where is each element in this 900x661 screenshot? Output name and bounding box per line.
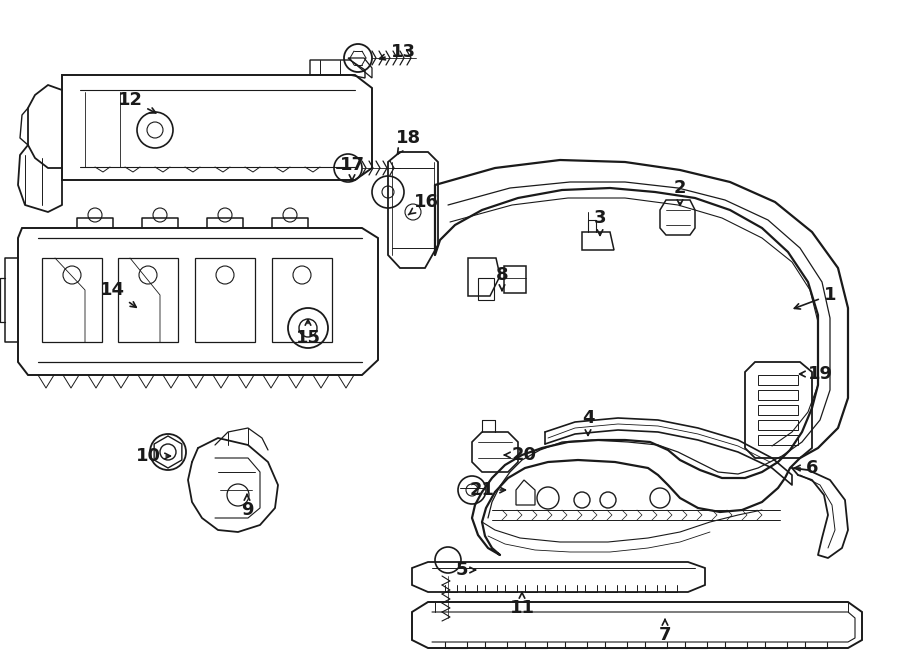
Text: 13: 13 <box>380 43 416 61</box>
Text: 15: 15 <box>295 320 320 347</box>
Text: 6: 6 <box>795 459 818 477</box>
Text: 5: 5 <box>455 561 475 579</box>
Text: 2: 2 <box>674 179 686 206</box>
Text: 11: 11 <box>509 592 535 617</box>
Text: 7: 7 <box>659 619 671 644</box>
Text: 14: 14 <box>100 281 136 307</box>
Text: 12: 12 <box>118 91 156 113</box>
Text: 10: 10 <box>136 447 170 465</box>
Text: 19: 19 <box>799 365 833 383</box>
Text: 20: 20 <box>505 446 536 464</box>
Text: 8: 8 <box>496 266 508 291</box>
Text: 16: 16 <box>409 193 438 215</box>
Text: 9: 9 <box>241 494 253 519</box>
Text: 3: 3 <box>594 209 607 235</box>
Text: 4: 4 <box>581 409 594 436</box>
Text: 18: 18 <box>395 129 420 154</box>
Text: 1: 1 <box>795 286 836 309</box>
Text: 21: 21 <box>470 481 506 499</box>
Text: 17: 17 <box>339 156 365 180</box>
